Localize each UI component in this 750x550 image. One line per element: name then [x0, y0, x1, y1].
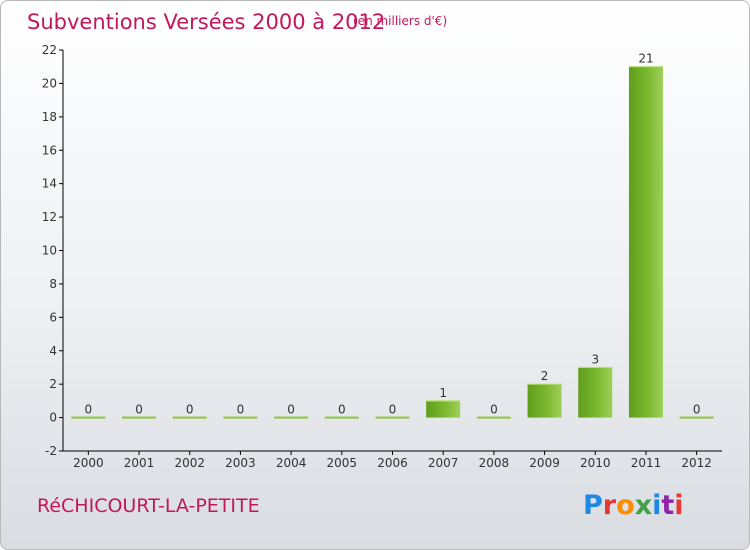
bar [628, 66, 663, 418]
bar [122, 416, 157, 419]
y-tick-label: 8 [49, 277, 57, 291]
logo-letter: r [602, 490, 617, 521]
proxiti-logo[interactable]: Proxiti [583, 490, 684, 521]
y-tick-label: 16 [42, 143, 57, 157]
y-tick-label: 2 [49, 377, 57, 391]
data-label: 0 [186, 403, 194, 417]
x-tick-label: 2011 [631, 456, 662, 470]
data-label: 1 [439, 386, 447, 400]
logo-letter: x [634, 490, 653, 521]
logo-letter: o [616, 490, 635, 521]
y-tick-label: 22 [42, 43, 57, 57]
data-label: 0 [135, 403, 143, 417]
y-tick-label: 10 [42, 244, 57, 258]
y-tick-label: -2 [45, 444, 57, 458]
x-tick-label: 2005 [327, 456, 358, 470]
y-tick-label: 6 [49, 310, 57, 324]
data-label: 0 [85, 403, 93, 417]
data-label: 21 [638, 52, 653, 66]
y-tick-label: 18 [42, 110, 57, 124]
data-label: 0 [389, 403, 397, 417]
y-tick-label: 0 [49, 411, 57, 425]
x-tick-label: 2006 [377, 456, 408, 470]
commune-name: RéCHICOURT-LA-PETITE [37, 495, 260, 517]
data-label: 3 [591, 352, 599, 366]
x-tick-label: 2004 [276, 456, 307, 470]
data-label: 0 [693, 403, 701, 417]
bar [324, 416, 359, 419]
data-label: 0 [287, 403, 295, 417]
y-tick-label: 12 [42, 210, 57, 224]
bar [274, 416, 309, 419]
logo-letter: i [674, 490, 684, 521]
bar [71, 416, 106, 419]
bar [172, 416, 207, 419]
y-tick-label: 20 [42, 76, 57, 90]
data-label: 0 [490, 403, 498, 417]
chart-labels: 0 0 0 0 0 0 0 1 0 2 3 21 0 [85, 52, 701, 417]
bar [476, 416, 511, 419]
x-tick-label: 2008 [479, 456, 510, 470]
x-tick-label: 2002 [174, 456, 205, 470]
logo-letter: P [583, 490, 603, 521]
chart-title: Subventions Versées 2000 à 2012 [27, 10, 386, 34]
x-tick-label: 2003 [225, 456, 256, 470]
x-tick-label: 2012 [681, 456, 712, 470]
data-label: 0 [338, 403, 346, 417]
chart-subtitle: (en milliers d'€) [353, 14, 448, 28]
chart-bars [71, 66, 714, 419]
x-tick-label: 2007 [428, 456, 459, 470]
bar [375, 416, 410, 419]
x-tick-label: 2009 [529, 456, 560, 470]
x-tick-label: 2010 [580, 456, 611, 470]
bar [426, 400, 461, 418]
bar [223, 416, 258, 419]
logo-letter: t [661, 490, 675, 521]
x-tick-label: 2000 [73, 456, 104, 470]
y-tick-label: 4 [49, 344, 57, 358]
bar [679, 416, 714, 419]
data-label: 2 [541, 369, 549, 383]
y-tick-label: 14 [42, 177, 57, 191]
logo-letter: i [652, 490, 662, 521]
x-tick-label: 2001 [124, 456, 155, 470]
bar [578, 367, 613, 418]
bar [527, 384, 562, 418]
data-label: 0 [237, 403, 245, 417]
